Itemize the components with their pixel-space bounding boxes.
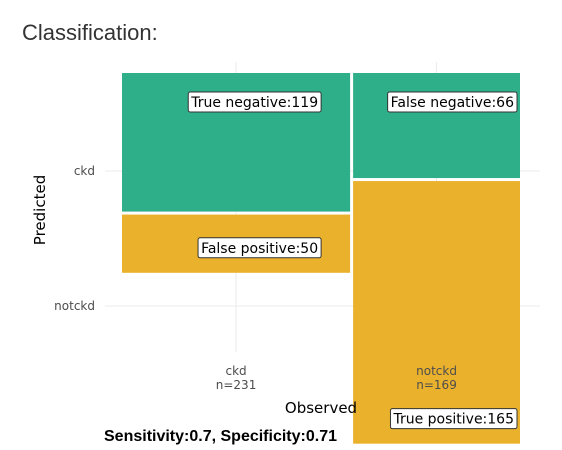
cell-label-box-notckd-ckd — [387, 91, 518, 113]
cell-label-box-ckd-notckd — [197, 237, 322, 259]
chart-title: Classification: — [22, 20, 158, 45]
y-tick-ckd: ckd — [74, 164, 95, 178]
cell-label-box-ckd-ckd — [187, 91, 322, 113]
x-tick-notckd-line2: n=169 — [416, 378, 457, 392]
cell-label-notckd-notckd: True positive:165 — [392, 412, 514, 428]
x-axis-title: Observed — [285, 399, 357, 417]
cell-label-ckd-notckd: False positive:50 — [201, 241, 318, 257]
x-tick-notckd-line1: notckd — [416, 364, 457, 378]
x-tick-ckd-line2: n=231 — [216, 378, 257, 392]
cell-label-ckd-ckd: True negative:119 — [190, 95, 318, 111]
cell-label-notckd-ckd: False negative:66 — [391, 95, 514, 111]
cell-notckd-ckd — [353, 73, 520, 179]
metrics-footer: Sensitivity:0.7, Specificity:0.71 — [104, 428, 337, 445]
cell-label-box-notckd-notckd — [389, 408, 518, 430]
cell-labels: True negative:119 False positive:50 False … — [187, 91, 518, 430]
y-axis-title: Predicted — [31, 175, 49, 245]
mosaic-cells — [122, 73, 520, 444]
cell-notckd-notckd — [353, 181, 520, 444]
y-tick-notckd: notckd — [54, 299, 95, 313]
y-tick-labels: ckd notckd — [54, 164, 95, 313]
x-tick-ckd-line1: ckd — [225, 364, 246, 378]
